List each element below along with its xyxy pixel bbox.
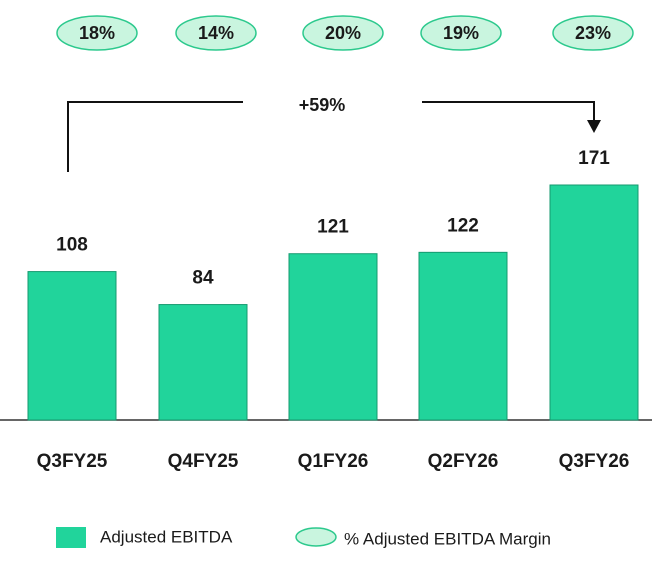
bar <box>27 271 117 421</box>
annotation: +59% <box>299 95 346 115</box>
margin-label: 18% <box>79 23 115 43</box>
x-tick-label: Q3FY26 <box>559 451 630 472</box>
margin-badge <box>175 15 257 51</box>
margin-label: 23% <box>575 23 611 43</box>
x-tick-label: Q1FY26 <box>298 451 369 472</box>
margin-label: 14% <box>198 23 234 43</box>
value-label: 84 <box>192 268 214 289</box>
x-tick-label: Q2FY26 <box>428 451 499 472</box>
bar <box>549 184 639 421</box>
legend-label: % Adjusted EBITDA Margin <box>344 529 551 548</box>
margin-badge <box>552 15 634 51</box>
margin-badge <box>420 15 502 51</box>
legend-swatch <box>295 527 337 547</box>
bar <box>158 304 248 421</box>
arrow-head <box>587 120 601 133</box>
value-label: 121 <box>317 217 349 238</box>
x-tick-label: Q4FY25 <box>168 451 239 472</box>
bar <box>288 253 378 421</box>
margin-label: 20% <box>325 23 361 43</box>
value-label: 108 <box>56 235 88 256</box>
bar <box>418 251 508 421</box>
legend-swatch <box>56 527 86 548</box>
legend-label: Adjusted EBITDA <box>100 527 233 546</box>
margin-label: 19% <box>443 23 479 43</box>
x-tick-label: Q3FY25 <box>37 451 108 472</box>
margin-badge <box>56 15 138 51</box>
value-label: 122 <box>447 215 479 236</box>
margin-badge <box>302 15 384 51</box>
value-label: 171 <box>578 148 610 169</box>
bracket-left <box>67 101 243 172</box>
bracket-right <box>422 101 595 122</box>
